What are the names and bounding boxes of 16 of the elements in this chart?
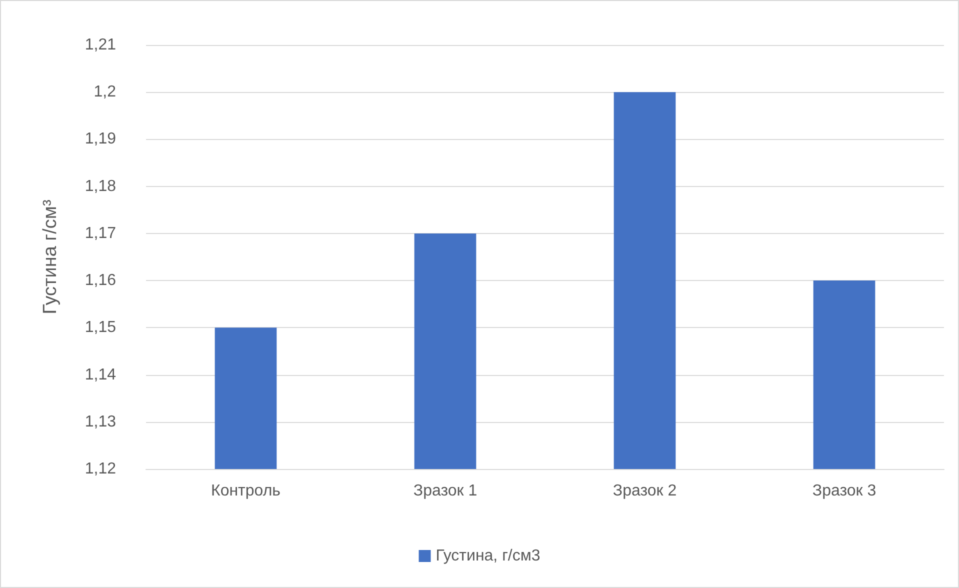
y-tick-label: 1,16	[84, 272, 116, 290]
x-tick-label: Зразок 2	[612, 482, 677, 500]
y-axis-title: Густина г/см³	[40, 200, 61, 314]
y-tick-label: 1,18	[84, 178, 116, 195]
y-tick-label: 1,21	[84, 36, 116, 54]
legend-label: Густина, г/см3	[436, 548, 540, 564]
y-tick-label: 1,19	[84, 130, 116, 148]
y-tick-label: 1,2	[94, 84, 116, 101]
y-tick-label: 1,13	[84, 413, 116, 430]
y-tick-label: 1,15	[84, 319, 116, 336]
x-tick-label: Зразок 3	[812, 482, 876, 500]
y-tick-label: 1,12	[84, 460, 116, 478]
y-tick-label: 1,14	[84, 366, 116, 384]
x-tick-label: Контроль	[211, 482, 280, 500]
x-tick-label: Зразок 1	[413, 482, 478, 500]
y-tick-label: 1,17	[84, 224, 116, 242]
